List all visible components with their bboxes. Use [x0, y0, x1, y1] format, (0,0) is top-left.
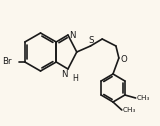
Text: N: N [69, 30, 75, 39]
Text: H: H [72, 74, 78, 83]
Text: Br: Br [2, 57, 11, 67]
Text: S: S [89, 36, 94, 45]
Text: N: N [61, 70, 68, 79]
Text: CH₃: CH₃ [137, 95, 150, 101]
Text: O: O [121, 55, 128, 64]
Text: CH₃: CH₃ [123, 107, 136, 113]
